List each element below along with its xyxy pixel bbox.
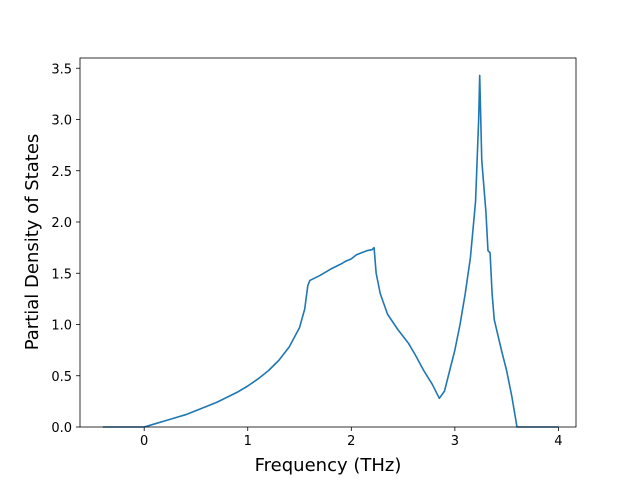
x-tick-label: 0 [140, 434, 148, 449]
y-tick-label: 3.5 [51, 62, 72, 77]
x-axis-label: Frequency (THz) [255, 455, 402, 476]
data-line [102, 74, 559, 428]
y-tick-label: 1.5 [51, 267, 72, 282]
y-tick-label: 2.5 [51, 165, 72, 180]
y-axis-label: Partial Density of States [22, 134, 43, 351]
y-tick-label: 0.0 [51, 421, 72, 436]
x-tick-label: 3 [451, 434, 459, 449]
y-tick-label: 1.0 [51, 319, 72, 334]
y-tick-label: 0.5 [51, 370, 72, 385]
x-tick-label: 4 [554, 434, 562, 449]
y-tick-label: 2.0 [51, 216, 72, 231]
plot-frame [79, 57, 577, 428]
y-tick-label: 3.0 [51, 114, 72, 129]
x-tick-label: 1 [244, 434, 252, 449]
x-tick-label: 2 [347, 434, 355, 449]
